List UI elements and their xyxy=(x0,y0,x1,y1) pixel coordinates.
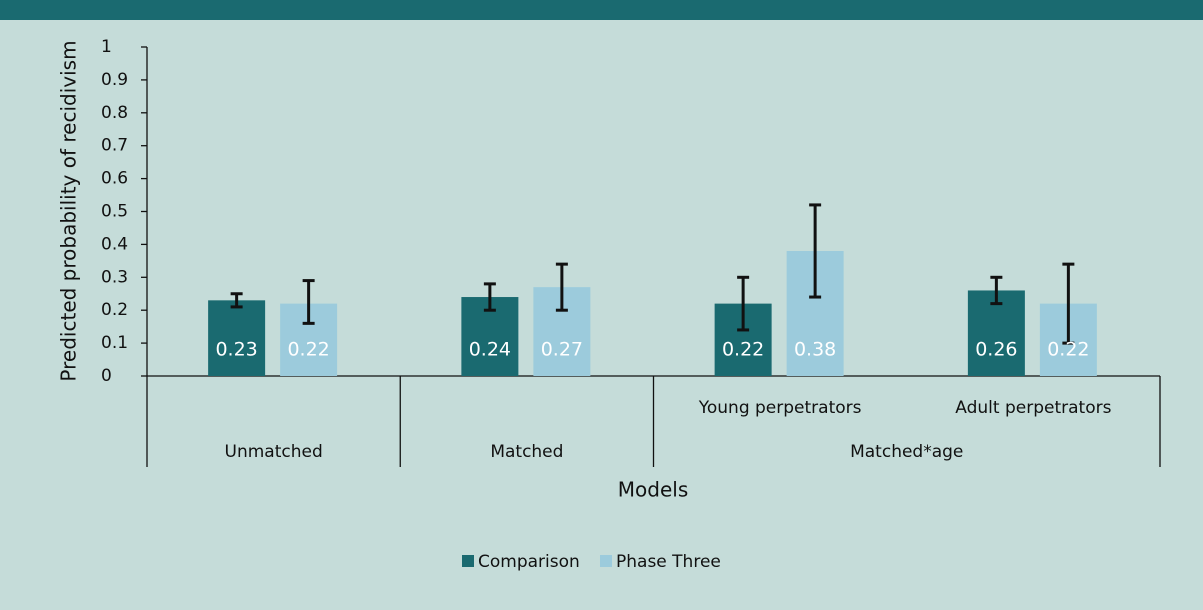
data-label: 0.22 xyxy=(722,339,764,361)
data-label: 0.26 xyxy=(975,339,1017,361)
y-tick-label: 0.1 xyxy=(101,333,128,353)
y-tick-label: 0.2 xyxy=(101,300,128,320)
x-axis-title: Models xyxy=(618,478,688,502)
y-tick-label: 0.3 xyxy=(101,267,128,287)
data-label: 0.38 xyxy=(794,339,836,361)
y-tick-label: 0.7 xyxy=(101,136,128,156)
bar xyxy=(208,300,266,376)
group-label: Unmatched xyxy=(225,442,323,462)
data-label: 0.27 xyxy=(541,339,583,361)
legend-label: Comparison xyxy=(478,552,580,572)
y-tick-label: 0 xyxy=(101,366,112,386)
y-tick-label: 0.9 xyxy=(101,70,128,90)
legend-swatch xyxy=(462,555,474,567)
data-label: 0.22 xyxy=(287,339,329,361)
data-label: 0.24 xyxy=(469,339,511,361)
x-tick-label: Young perpetrators xyxy=(698,398,862,418)
x-tick-label: Adult perpetrators xyxy=(955,398,1111,418)
y-tick-label: 0.8 xyxy=(101,103,128,123)
group-label: Matched xyxy=(490,442,563,462)
legend-swatch xyxy=(600,555,612,567)
group-label: Matched*age xyxy=(850,442,963,462)
data-label: 0.22 xyxy=(1047,339,1089,361)
y-axis-title: Predicted probability of recidivism xyxy=(57,40,81,381)
legend-label: Phase Three xyxy=(616,552,721,572)
header-band xyxy=(0,0,1203,20)
y-tick-label: 1 xyxy=(101,37,112,57)
y-tick-label: 0.5 xyxy=(101,202,128,222)
y-tick-label: 0.4 xyxy=(101,234,128,254)
data-label: 0.23 xyxy=(215,339,257,361)
y-tick-label: 0.6 xyxy=(101,169,128,189)
